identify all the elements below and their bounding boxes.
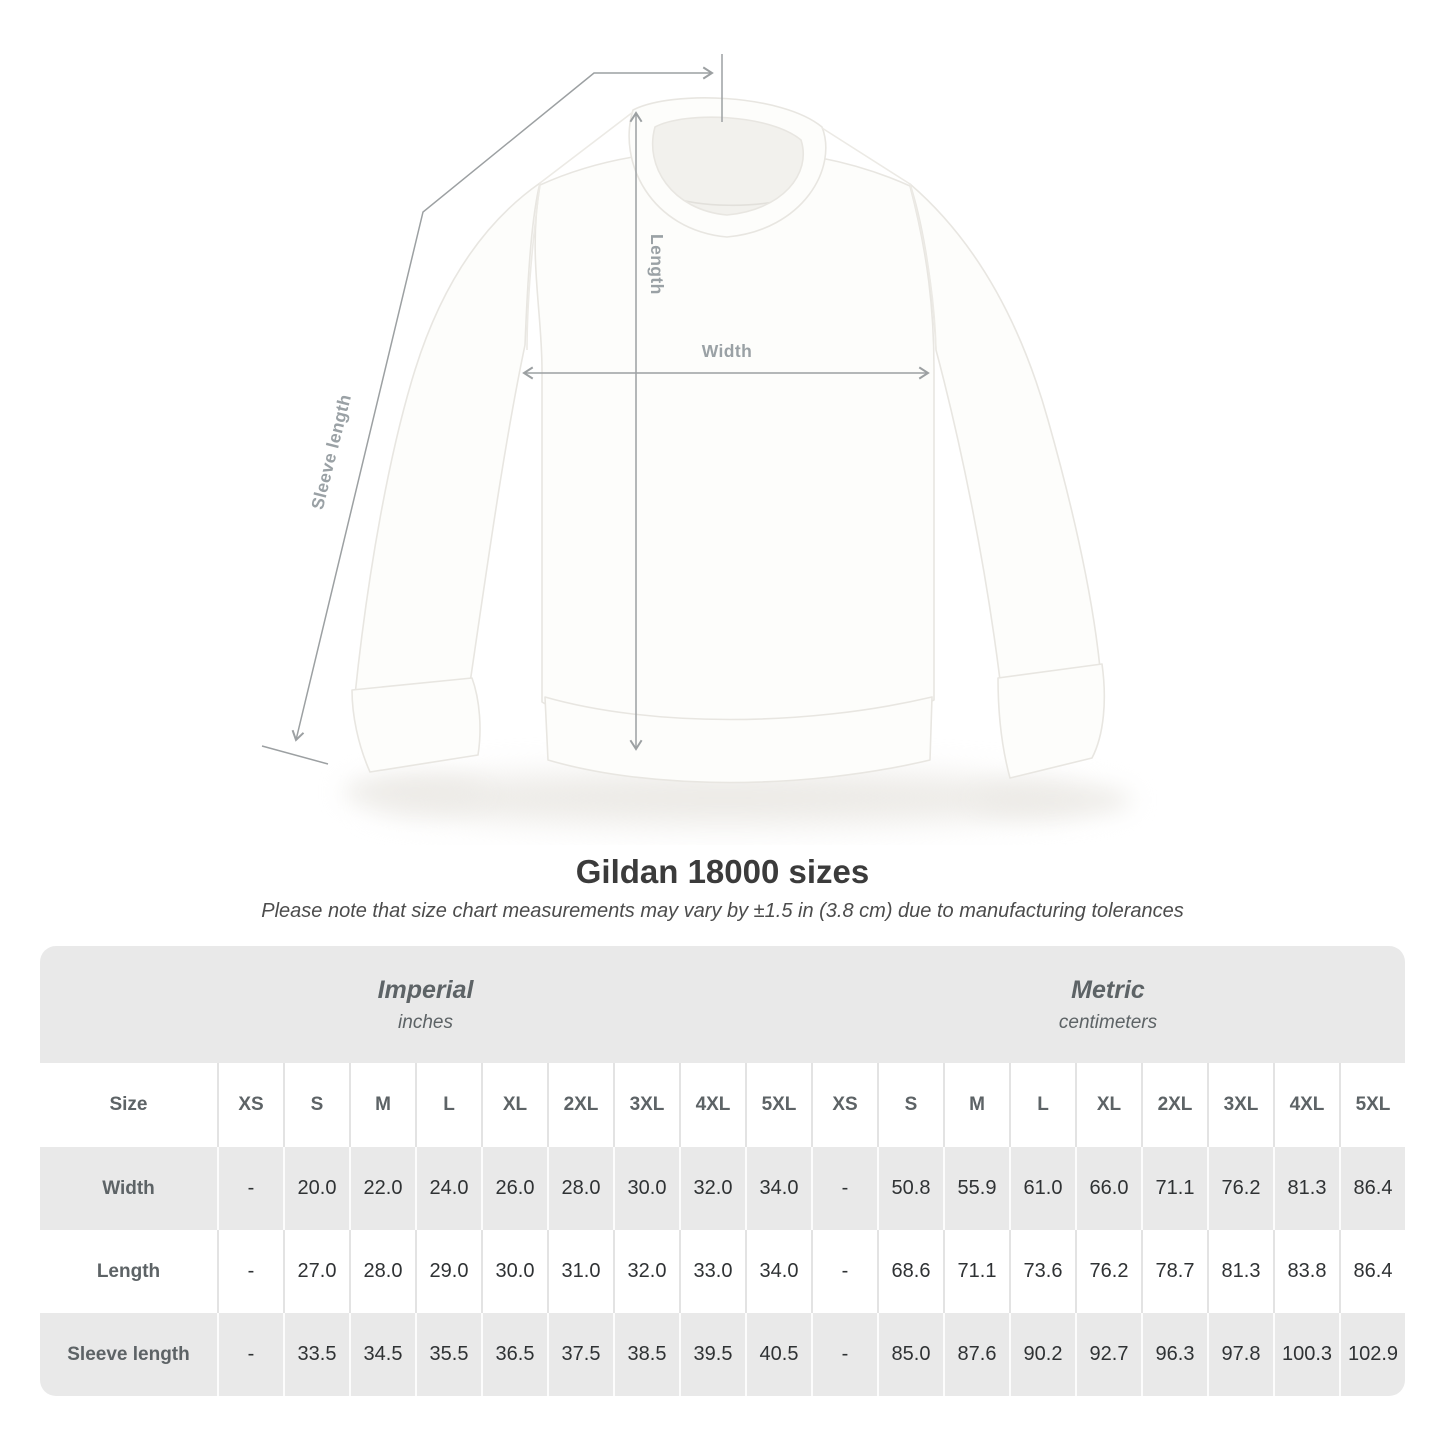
table-cell: 33.0 <box>679 1230 745 1313</box>
table-cell: 39.5 <box>679 1313 745 1396</box>
table-cell: 83.8 <box>1273 1230 1339 1313</box>
table-cell: 26.0 <box>481 1147 547 1230</box>
size-table: Imperial inches Metric centimeters Size … <box>40 946 1405 1396</box>
table-cell: 61.0 <box>1009 1147 1075 1230</box>
table-cell: 34.0 <box>745 1147 811 1230</box>
size-header: 3XL <box>1207 1063 1273 1147</box>
table-cell: 100.3 <box>1273 1313 1339 1396</box>
table-cell: 32.0 <box>613 1230 679 1313</box>
size-header: 4XL <box>1273 1063 1339 1147</box>
table-cell: 34.5 <box>349 1313 415 1396</box>
size-header: XL <box>481 1063 547 1147</box>
table-cell: 20.0 <box>283 1147 349 1230</box>
size-header: XS <box>811 1063 877 1147</box>
table-cell: 36.5 <box>481 1313 547 1396</box>
size-header: 3XL <box>613 1063 679 1147</box>
table-cell: 90.2 <box>1009 1313 1075 1396</box>
table-cell: 27.0 <box>283 1230 349 1313</box>
size-column-header: Size <box>109 1094 148 1115</box>
table-cell: 40.5 <box>745 1313 811 1396</box>
imperial-group-unit: inches <box>398 1011 453 1033</box>
table-cell: - <box>811 1313 877 1396</box>
table-cell: 33.5 <box>283 1313 349 1396</box>
garment-shadow <box>343 772 1132 824</box>
measurement-lines <box>261 54 930 765</box>
table-row-length: Length - 27.0 28.0 29.0 30.0 31.0 32.0 3… <box>40 1230 1405 1313</box>
table-cell: 66.0 <box>1075 1147 1141 1230</box>
table-cell: 76.2 <box>1207 1147 1273 1230</box>
table-cell: 34.0 <box>745 1230 811 1313</box>
metric-group-unit: centimeters <box>1058 1011 1158 1033</box>
table-cell: 97.8 <box>1207 1313 1273 1396</box>
table-cell: 78.7 <box>1141 1230 1207 1313</box>
table-cell: 32.0 <box>679 1147 745 1230</box>
sweatshirt-illustration <box>351 97 1106 784</box>
table-cell: 50.8 <box>877 1147 943 1230</box>
table-cell: 71.1 <box>943 1230 1009 1313</box>
table-cell: 81.3 <box>1207 1230 1273 1313</box>
cuff-tick <box>261 745 329 765</box>
table-cell: - <box>811 1147 877 1230</box>
table-cell: - <box>811 1230 877 1313</box>
table-cell: 30.0 <box>613 1147 679 1230</box>
size-header: 4XL <box>679 1063 745 1147</box>
table-cell: 87.6 <box>943 1313 1009 1396</box>
length-measure-label: Length <box>647 234 667 295</box>
table-cell: - <box>217 1230 283 1313</box>
table-cell: 35.5 <box>415 1313 481 1396</box>
table-cell: 85.0 <box>877 1313 943 1396</box>
table-cell: - <box>217 1147 283 1230</box>
size-header: S <box>877 1063 943 1147</box>
size-header: M <box>349 1063 415 1147</box>
imperial-group-header: Imperial inches <box>40 946 811 1063</box>
size-header: 2XL <box>1141 1063 1207 1147</box>
size-header-row: Size XS S M L XL 2XL 3XL 4XL 5XL XS S M … <box>40 1063 1405 1147</box>
table-cell: 24.0 <box>415 1147 481 1230</box>
table-cell: 28.0 <box>547 1147 613 1230</box>
row-label: Sleeve length <box>67 1343 190 1365</box>
size-header: 5XL <box>1339 1063 1405 1147</box>
table-cell: - <box>217 1313 283 1396</box>
table-cell: 86.4 <box>1339 1230 1405 1313</box>
table-cell: 22.0 <box>349 1147 415 1230</box>
sleeve-length-arrow <box>291 66 714 742</box>
unit-group-header: Imperial inches Metric centimeters <box>40 946 1405 1063</box>
size-header: 2XL <box>547 1063 613 1147</box>
table-cell: 86.4 <box>1339 1147 1405 1230</box>
table-cell: 71.1 <box>1141 1147 1207 1230</box>
size-header: M <box>943 1063 1009 1147</box>
metric-group-header: Metric centimeters <box>811 946 1405 1063</box>
row-label: Length <box>96 1260 161 1282</box>
table-cell: 28.0 <box>349 1230 415 1313</box>
table-cell: 68.6 <box>877 1230 943 1313</box>
size-header: S <box>283 1063 349 1147</box>
table-cell: 73.6 <box>1009 1230 1075 1313</box>
table-cell: 38.5 <box>613 1313 679 1396</box>
table-cell: 30.0 <box>481 1230 547 1313</box>
size-header: XL <box>1075 1063 1141 1147</box>
size-header: L <box>1009 1063 1075 1147</box>
table-cell: 102.9 <box>1339 1313 1405 1396</box>
table-row-width: Width - 20.0 22.0 24.0 26.0 28.0 30.0 32… <box>40 1147 1405 1230</box>
page-title: Gildan 18000 sizes <box>575 853 870 890</box>
measurement-diagram <box>261 54 1132 824</box>
size-header: L <box>415 1063 481 1147</box>
row-label: Width <box>102 1177 155 1199</box>
table-cell: 31.0 <box>547 1230 613 1313</box>
size-header: 5XL <box>745 1063 811 1147</box>
table-cell: 29.0 <box>415 1230 481 1313</box>
table-cell: 92.7 <box>1075 1313 1141 1396</box>
table-cell: 81.3 <box>1273 1147 1339 1230</box>
table-cell: 76.2 <box>1075 1230 1141 1313</box>
table-cell: 55.9 <box>943 1147 1009 1230</box>
width-measure-label: Width <box>701 341 753 361</box>
table-cell: 37.5 <box>547 1313 613 1396</box>
table-cell: 96.3 <box>1141 1313 1207 1396</box>
imperial-group-label: Imperial <box>377 975 474 1004</box>
metric-group-label: Metric <box>1071 975 1145 1004</box>
size-header: XS <box>217 1063 283 1147</box>
table-row-sleeve-length: Sleeve length - 33.5 34.5 35.5 36.5 37.5… <box>40 1313 1405 1396</box>
tolerance-note: Please note that size chart measurements… <box>261 900 1184 922</box>
